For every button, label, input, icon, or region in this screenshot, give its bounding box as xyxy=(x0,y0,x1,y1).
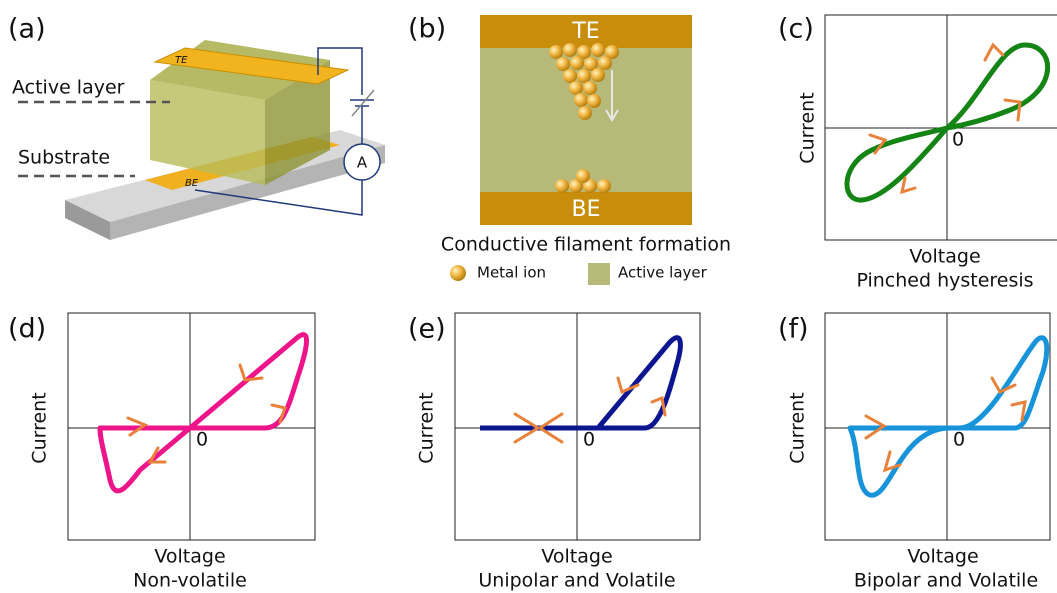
active-front xyxy=(150,80,265,185)
legend-swatch xyxy=(450,265,466,281)
direction-arrow xyxy=(147,446,167,464)
te-layer xyxy=(480,15,692,48)
caption: Conductive filament formation xyxy=(441,234,731,256)
substrate-side xyxy=(65,200,110,240)
y-axis-label: Current xyxy=(29,392,51,463)
te-electrode xyxy=(153,47,350,85)
caption: Unipolar and Volatile xyxy=(478,570,675,592)
active-side xyxy=(265,60,330,185)
direction-arrow xyxy=(983,42,1005,62)
direction-arrow xyxy=(1010,400,1027,422)
legend-label: Active layer xyxy=(618,264,708,282)
direction-arrow xyxy=(882,450,902,473)
panel-label: (f) xyxy=(778,314,809,345)
be-label: BE xyxy=(572,197,601,222)
panel-a: (a) BE TE A Active layer Substrate xyxy=(8,14,385,240)
iv-curve xyxy=(480,335,683,431)
iv-curve xyxy=(97,332,309,494)
legend-label: Metal ion xyxy=(477,264,546,282)
panel-c: (c) 0 Current Voltage Pinched hysteresis xyxy=(778,14,1057,292)
direction-arrow xyxy=(1003,98,1022,122)
panel-f: (f) 0 Current Voltage Bipolar and Volati… xyxy=(778,312,1051,592)
te-label: TE xyxy=(175,55,188,66)
x-axis-label: Voltage xyxy=(909,246,980,268)
te-label: TE xyxy=(571,19,599,44)
origin-label: 0 xyxy=(952,129,964,151)
origin-label: 0 xyxy=(196,429,208,451)
direction-arrow xyxy=(650,395,667,417)
origin-label: 0 xyxy=(953,429,965,451)
direction-arrow xyxy=(864,414,887,440)
panel-label: (a) xyxy=(8,14,46,45)
plot-frame xyxy=(67,312,316,541)
variable-arrow xyxy=(351,89,375,117)
panel-label: (c) xyxy=(778,14,814,45)
panel-label: (b) xyxy=(408,14,446,45)
panel-label: (d) xyxy=(8,314,46,345)
direction-arrow xyxy=(126,416,149,437)
wire xyxy=(317,47,363,95)
iv-curve xyxy=(844,42,1050,203)
panel-b: (b) TE BE Conductive filament formation … xyxy=(408,14,731,285)
active-layer-label: Active layer xyxy=(12,77,125,99)
be-label: BE xyxy=(185,178,199,189)
substrate-label: Substrate xyxy=(18,147,110,169)
arrow xyxy=(605,109,619,122)
y-axis-label: Current xyxy=(787,392,809,463)
direction-arrow xyxy=(868,133,888,155)
direction-arrow xyxy=(990,376,1017,394)
panel-d: (d) 0 Current Voltage Non-volatile xyxy=(8,312,316,592)
be-layer xyxy=(480,192,692,225)
y-axis-label: Current xyxy=(416,392,438,463)
caption: Pinched hysteresis xyxy=(856,270,1033,292)
direction-arrow xyxy=(616,376,640,395)
x-axis-label: Voltage xyxy=(154,546,225,568)
ammeter-label: A xyxy=(357,154,368,172)
direction-arrow xyxy=(238,363,264,382)
direction-arrow xyxy=(899,176,917,195)
substrate-front xyxy=(110,145,385,240)
wire xyxy=(194,180,363,216)
iv-curve xyxy=(847,335,1050,498)
caption: Non-volatile xyxy=(133,570,247,592)
origin-label: 0 xyxy=(583,429,595,451)
plot-frame xyxy=(824,312,1051,541)
y-axis-label: Current xyxy=(797,92,819,163)
panel-label: (e) xyxy=(408,314,446,345)
direction-arrow xyxy=(537,412,564,444)
metal-ions xyxy=(549,43,619,193)
caption: Bipolar and Volatile xyxy=(854,570,1038,592)
x-axis-label: Voltage xyxy=(907,546,978,568)
legend-swatch xyxy=(588,263,610,285)
panel-e: (e) 0 Current Voltage Unipolar and Volat… xyxy=(408,312,701,592)
direction-arrow xyxy=(270,403,287,424)
x-axis-label: Voltage xyxy=(541,546,612,568)
